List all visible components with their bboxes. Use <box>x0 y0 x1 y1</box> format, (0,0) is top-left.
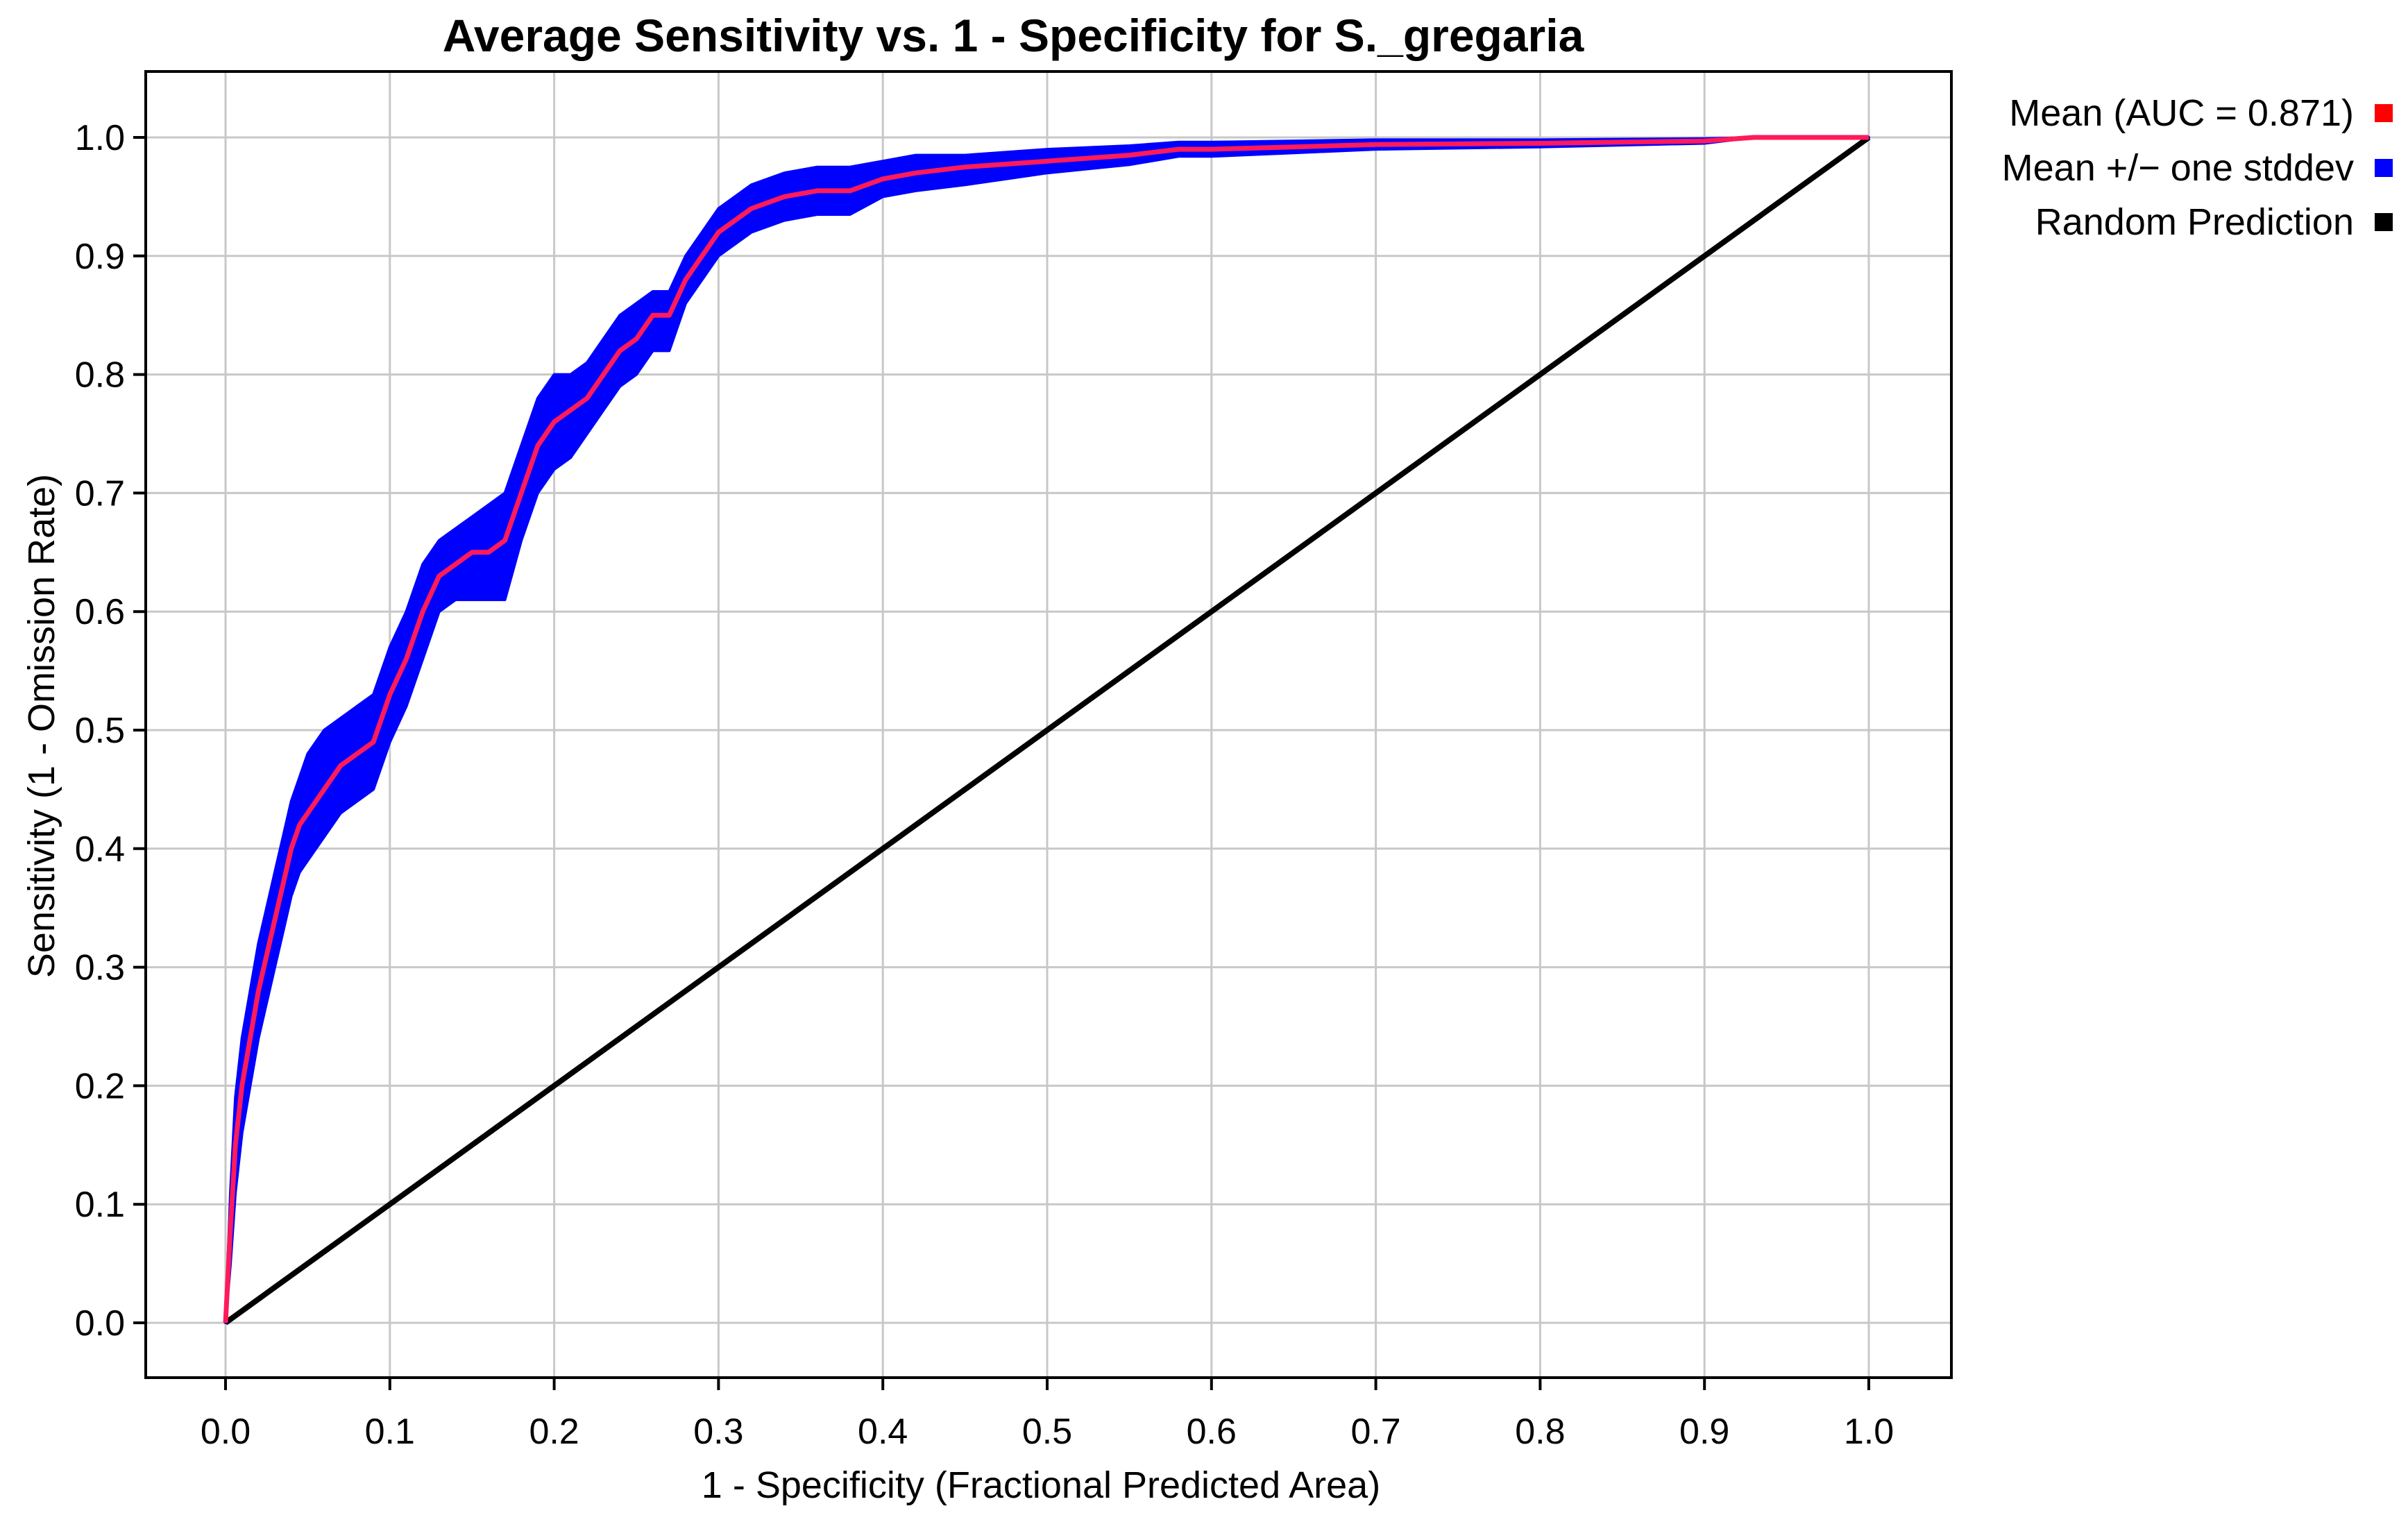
y-tick-label: 0.0 <box>75 1303 125 1344</box>
y-tick-label: 0.2 <box>75 1066 125 1106</box>
x-tick-label: 0.7 <box>1350 1412 1400 1452</box>
y-tick-label: 1.0 <box>75 118 125 158</box>
x-tick-label: 1.0 <box>1844 1412 1894 1452</box>
y-tick-label: 0.8 <box>75 355 125 396</box>
x-tick-label: 0.1 <box>365 1412 415 1452</box>
mean-roc-line <box>223 135 1869 1324</box>
y-tick-label: 0.4 <box>75 829 125 870</box>
y-tick-label: 0.6 <box>75 592 125 632</box>
x-tick-label: 0.3 <box>693 1412 743 1452</box>
x-tick-label: 0.6 <box>1187 1412 1237 1452</box>
x-tick-label: 0.5 <box>1022 1412 1072 1452</box>
x-tick-label: 0.0 <box>201 1412 251 1452</box>
legend-entry-label: Mean (AUC = 0.871) <box>2009 92 2354 134</box>
y-tick-label: 0.9 <box>75 237 125 277</box>
grid-lines <box>147 73 1950 1376</box>
y-tick-label: 0.3 <box>75 948 125 988</box>
axis-ticks: 0.0 0.1 0.2 0.3 0.4 0.5 0.6 0.7 0.8 0.9 1.0 0.0 0.1 0… <box>75 118 1894 1452</box>
x-tick-label: 0.8 <box>1515 1412 1565 1452</box>
x-axis-label: 1 - Specificity (Fractional Predicted Ar… <box>702 1464 1380 1506</box>
legend-entry-label: Random Prediction <box>2035 201 2354 243</box>
x-tick-label: 0.9 <box>1679 1412 1729 1452</box>
y-tick-label: 0.1 <box>75 1185 125 1225</box>
legend: Mean (AUC = 0.871) Mean +/− one stddev Ran… <box>2002 92 2393 243</box>
chart-title: Average Sensitivity vs. 1 - Specificity … <box>443 10 1585 61</box>
y-tick-label: 0.7 <box>75 473 125 514</box>
legend-swatch <box>2375 213 2393 231</box>
legend-swatch <box>2375 159 2393 177</box>
x-tick-label: 0.4 <box>858 1412 908 1452</box>
series-line-layer <box>223 135 1871 1326</box>
y-axis-label: Sensitivity (1 - Omission Rate) <box>21 474 62 978</box>
x-tick-label: 0.2 <box>529 1412 579 1452</box>
legend-swatch <box>2375 104 2393 122</box>
y-tick-label: 0.5 <box>75 711 125 751</box>
legend-entry-label: Mean +/− one stddev <box>2002 147 2354 189</box>
random-prediction-line <box>223 135 1871 1326</box>
